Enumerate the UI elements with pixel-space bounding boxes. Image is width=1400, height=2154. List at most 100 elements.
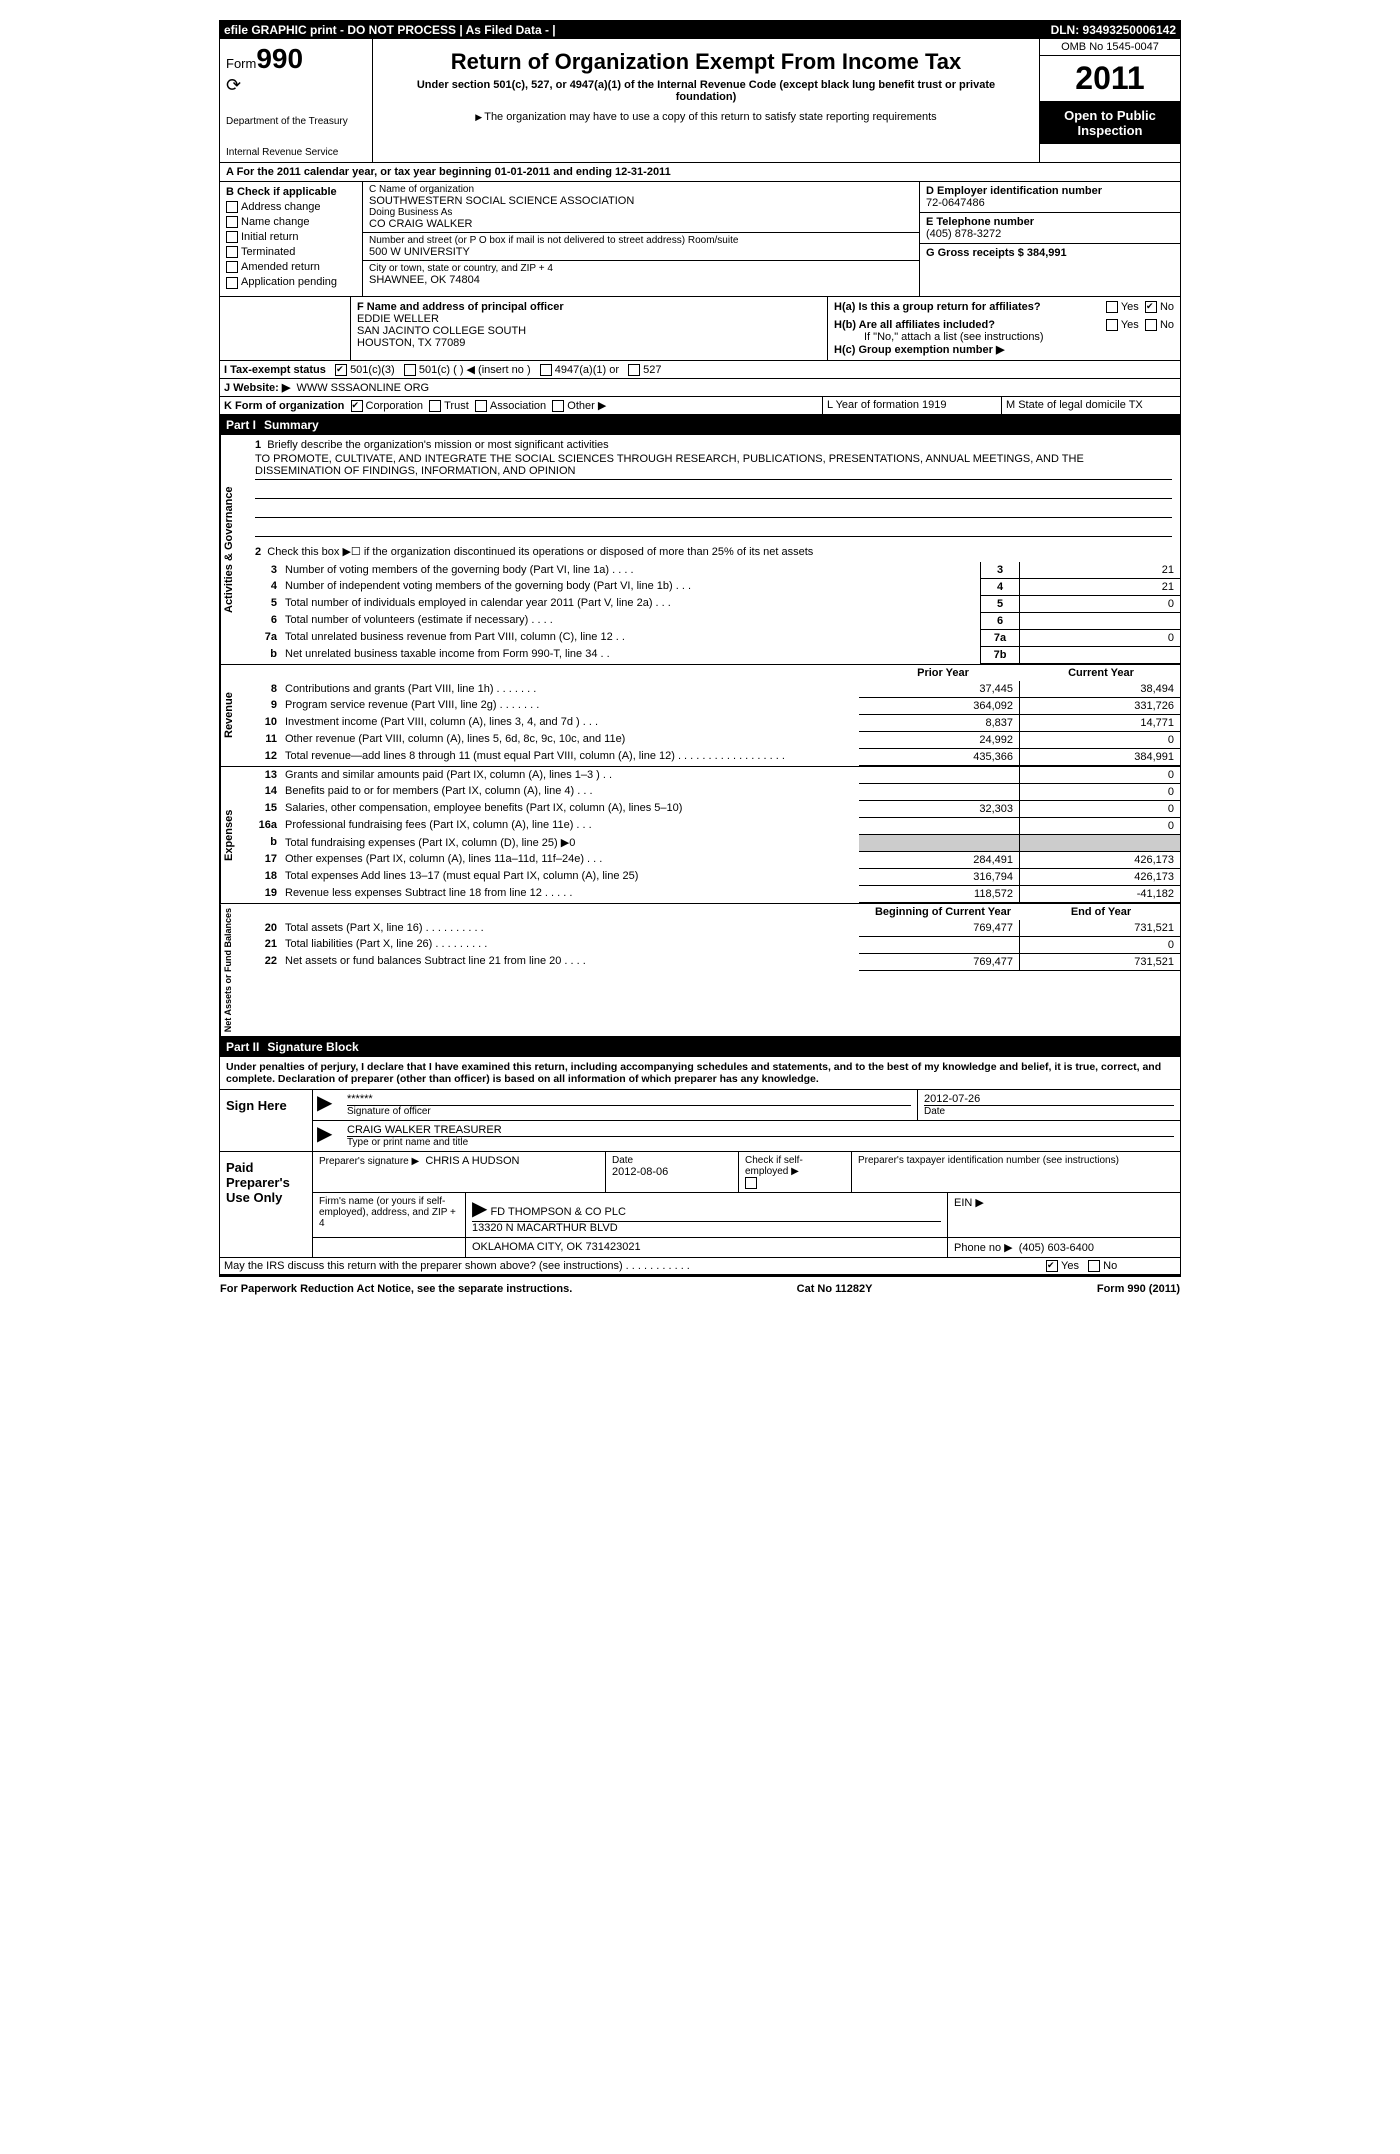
data-line: 18Total expenses Add lines 13–17 (must e… [247,868,1180,885]
line-k-label: K Form of organization [224,400,344,412]
officer-addr2: HOUSTON, TX 77089 [357,337,821,349]
discuss-q: May the IRS discuss this return with the… [224,1260,690,1272]
paid-label-2: Preparer's [226,1175,290,1190]
firm-addr2: OKLAHOMA CITY, OK 731423021 [466,1238,948,1257]
dept-treasury: Department of the Treasury [226,116,366,127]
officer-typed-name: CRAIG WALKER TREASURER [347,1124,1174,1136]
discuss-no[interactable] [1088,1260,1100,1272]
firm-label: Firm's name (or yours if self-employed),… [319,1196,459,1229]
i-501c[interactable] [404,364,416,376]
checkbox-pending[interactable] [226,277,238,289]
ein-label: EIN ▶ [954,1196,1174,1209]
form-label: Form [226,56,256,71]
gov-line: 3Number of voting members of the governi… [247,562,1180,579]
city: SHAWNEE, OK 74804 [369,274,913,286]
footer-left: For Paperwork Reduction Act Notice, see … [220,1283,572,1295]
website: WWW SSSAONLINE ORG [296,382,429,394]
checkbox-address-change[interactable] [226,201,238,213]
data-line: 9Program service revenue (Part VIII, lin… [247,697,1180,714]
data-line: 19Revenue less expenses Subtract line 18… [247,885,1180,902]
checkbox-amended[interactable] [226,261,238,273]
form-note: The organization may have to use a copy … [484,111,936,123]
label-city: City or town, state or country, and ZIP … [369,263,913,274]
gov-line: 6Total number of volunteers (estimate if… [247,612,1180,629]
year-formation: L Year of formation 1919 [822,397,1002,414]
line-i-label: I Tax-exempt status [224,364,326,376]
footer-right: Form 990 (2011) [1097,1283,1180,1295]
form-subtitle: Under section 501(c), 527, or 4947(a)(1)… [393,79,1019,103]
tax-year: 2011 [1040,56,1180,102]
label-address: Number and street (or P O box if mail is… [369,235,913,246]
ha-label: H(a) Is this a group return for affiliat… [834,301,1041,313]
topbar-dln: DLN: 93493250006142 [1051,23,1176,37]
form-number: 990 [256,43,303,74]
label-phone: E Telephone number [926,216,1174,228]
data-line: 15Salaries, other compensation, employee… [247,800,1180,817]
ha-no[interactable] [1145,301,1157,313]
hb-note: If "No," attach a list (see instructions… [834,331,1174,343]
i-501c3[interactable] [335,364,347,376]
part1-header: Part I Summary [220,415,1180,435]
prep-phone: (405) 603-6400 [1019,1242,1094,1254]
state-domicile: M State of legal domicile TX [1002,397,1180,414]
checkbox-terminated[interactable] [226,246,238,258]
gross-receipts: G Gross receipts $ 384,991 [926,247,1174,259]
label-officer: F Name and address of principal officer [357,301,821,313]
dept-irs: Internal Revenue Service [226,147,366,158]
self-emp-label: Check if self-employed ▶ [745,1155,845,1177]
k-other[interactable] [552,400,564,412]
officer-signature: ****** [347,1093,911,1105]
hb-no[interactable] [1145,319,1157,331]
k-corp[interactable] [351,400,363,412]
data-line: 22Net assets or fund balances Subtract l… [247,953,1180,970]
sig-date-label: Date [924,1105,1174,1117]
gov-line: 4Number of independent voting members of… [247,578,1180,595]
self-emp-checkbox[interactable] [745,1177,757,1189]
typed-name-label: Type or print name and title [347,1136,1174,1148]
firm-addr1: 13320 N MACARTHUR BLVD [472,1221,941,1234]
col-end: End of Year [1022,904,1180,920]
sign-here-label: Sign Here [220,1090,313,1151]
hb-yes[interactable] [1106,319,1118,331]
officer-addr1: SAN JACINTO COLLEGE SOUTH [357,325,821,337]
omb-number: OMB No 1545-0047 [1040,39,1180,56]
data-line: 16aProfessional fundraising fees (Part I… [247,817,1180,834]
perjury-statement: Under penalties of perjury, I declare th… [220,1057,1180,1090]
sig-date: 2012-07-26 [924,1093,1174,1105]
data-line: 12Total revenue—add lines 8 through 11 (… [247,748,1180,765]
col-current: Current Year [1022,665,1180,681]
org-name: SOUTHWESTERN SOCIAL SCIENCE ASSOCIATION [369,195,913,207]
ein: 72-0647486 [926,197,1174,209]
label-org-name: C Name of organization [369,184,913,195]
col-prior: Prior Year [864,665,1022,681]
ptin-label: Preparer's taxpayer identification numbe… [858,1155,1174,1166]
firm-name: FD THOMPSON & CO PLC [490,1206,625,1218]
phone: (405) 878-3272 [926,228,1174,240]
prep-date-label: Date [612,1155,732,1166]
prep-name: CHRIS A HUDSON [425,1155,519,1167]
prep-date: 2012-08-06 [612,1166,732,1178]
checkbox-name-change[interactable] [226,216,238,228]
paid-label-3: Use Only [226,1190,282,1205]
ha-yes[interactable] [1106,301,1118,313]
col-begin: Beginning of Current Year [864,904,1022,920]
checkbox-initial-return[interactable] [226,231,238,243]
label-ein: D Employer identification number [926,185,1174,197]
vlabel-expenses: Expenses [220,767,247,903]
k-assoc[interactable] [475,400,487,412]
label-dba: Doing Business As [369,207,913,218]
i-527[interactable] [628,364,640,376]
form-header: Form990 ⟳ Department of the Treasury Int… [220,39,1180,163]
block-b-title: B Check if applicable [226,186,356,198]
discuss-yes[interactable] [1046,1260,1058,1272]
paid-label-1: Paid [226,1160,253,1175]
mission-text: TO PROMOTE, CULTIVATE, AND INTEGRATE THE… [255,451,1172,480]
part2-header: Part II Signature Block [220,1037,1180,1057]
i-4947[interactable] [540,364,552,376]
line-a: A For the 2011 calendar year, or tax yea… [220,163,1180,182]
data-line: 14Benefits paid to or for members (Part … [247,783,1180,800]
footer-mid: Cat No 11282Y [797,1283,873,1295]
officer-name: EDDIE WELLER [357,313,821,325]
dba: CO CRAIG WALKER [369,218,913,230]
k-trust[interactable] [429,400,441,412]
